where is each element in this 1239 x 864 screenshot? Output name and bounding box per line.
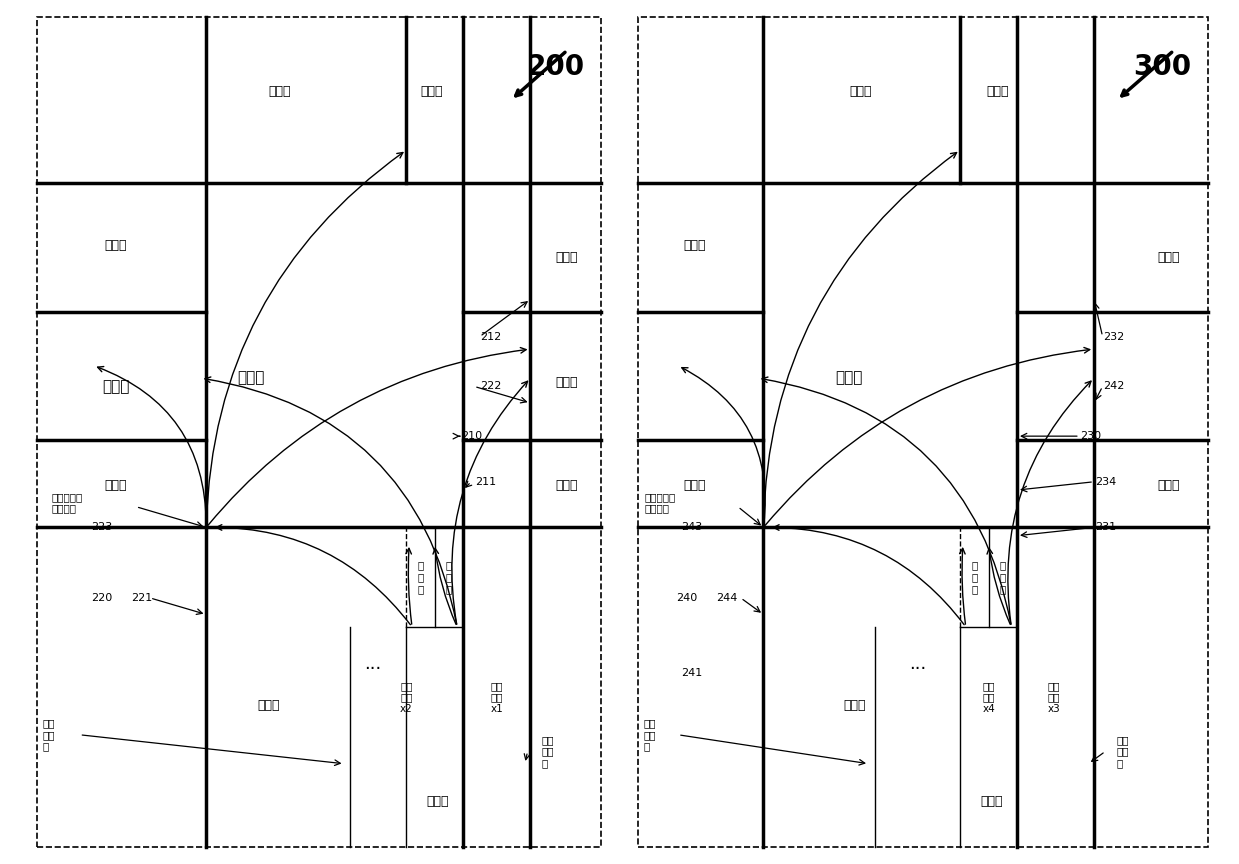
Text: 出口道: 出口道 bbox=[986, 86, 1009, 98]
Text: 路口区: 路口区 bbox=[835, 371, 862, 385]
Text: 路口区驶出
口边界线: 路口区驶出 口边界线 bbox=[51, 492, 83, 513]
Text: 243: 243 bbox=[681, 523, 703, 532]
Text: 车道
分隔
线: 车道 分隔 线 bbox=[1116, 734, 1129, 768]
Text: 引
导
区: 引 导 区 bbox=[446, 561, 452, 594]
Text: 244: 244 bbox=[716, 593, 737, 603]
Text: 出口道: 出口道 bbox=[556, 480, 579, 492]
Text: 出口道: 出口道 bbox=[256, 699, 280, 712]
Text: 路口区: 路口区 bbox=[103, 379, 130, 394]
Text: 入口道: 入口道 bbox=[980, 795, 1002, 808]
Text: 223: 223 bbox=[92, 523, 113, 532]
Text: 车道
分隔
线: 车道 分隔 线 bbox=[43, 718, 56, 752]
Text: ...: ... bbox=[908, 655, 926, 673]
Text: 入口道: 入口道 bbox=[849, 86, 871, 98]
Text: 引
导
区: 引 导 区 bbox=[971, 561, 978, 594]
Text: 入口道: 入口道 bbox=[684, 480, 706, 492]
Text: 路口区: 路口区 bbox=[238, 371, 265, 385]
Text: 出口道: 出口道 bbox=[1157, 480, 1180, 492]
Bar bbox=[638, 17, 1208, 847]
Text: 入口道: 入口道 bbox=[556, 376, 579, 389]
Text: 出口道: 出口道 bbox=[105, 238, 128, 252]
Text: 入口
车道
x3: 入口 车道 x3 bbox=[1048, 681, 1061, 714]
Text: 242: 242 bbox=[1103, 381, 1125, 391]
Text: 200: 200 bbox=[527, 53, 585, 81]
Text: 230: 230 bbox=[1080, 431, 1101, 442]
Text: 入口道: 入口道 bbox=[269, 86, 291, 98]
Text: 221: 221 bbox=[131, 593, 152, 603]
Text: 入口
车道
x4: 入口 车道 x4 bbox=[983, 681, 995, 714]
Text: 车道
分隔
线: 车道 分隔 线 bbox=[541, 734, 554, 768]
Text: 出口道: 出口道 bbox=[420, 86, 444, 98]
Text: 引
导
区: 引 导 区 bbox=[1000, 561, 1006, 594]
Text: 入口道: 入口道 bbox=[556, 251, 579, 264]
Text: 212: 212 bbox=[481, 332, 502, 341]
Text: 出口道: 出口道 bbox=[844, 699, 866, 712]
Text: 210: 210 bbox=[461, 431, 482, 442]
Text: 引
导
区: 引 导 区 bbox=[418, 561, 424, 594]
Text: 入口道: 入口道 bbox=[426, 795, 449, 808]
Bar bbox=[37, 17, 601, 847]
Text: 211: 211 bbox=[475, 477, 496, 486]
Text: 300: 300 bbox=[1134, 53, 1192, 81]
Text: 出口道: 出口道 bbox=[684, 238, 706, 252]
Text: 入口道: 入口道 bbox=[1157, 251, 1180, 264]
Text: 车道
分隔
线: 车道 分隔 线 bbox=[644, 718, 657, 752]
Text: 232: 232 bbox=[1104, 332, 1125, 341]
Text: 220: 220 bbox=[92, 593, 113, 603]
Text: 路口区驶出
口边界线: 路口区驶出 口边界线 bbox=[646, 492, 676, 513]
Text: 入口
车道
x1: 入口 车道 x1 bbox=[491, 681, 503, 714]
Text: 222: 222 bbox=[481, 381, 502, 391]
Text: 240: 240 bbox=[676, 593, 698, 603]
Text: 入口道: 入口道 bbox=[105, 480, 128, 492]
Text: 入口
车道
x2: 入口 车道 x2 bbox=[400, 681, 413, 714]
Text: 231: 231 bbox=[1095, 523, 1116, 532]
Text: 241: 241 bbox=[681, 668, 703, 677]
Text: 234: 234 bbox=[1095, 477, 1116, 486]
Text: ...: ... bbox=[364, 655, 382, 673]
